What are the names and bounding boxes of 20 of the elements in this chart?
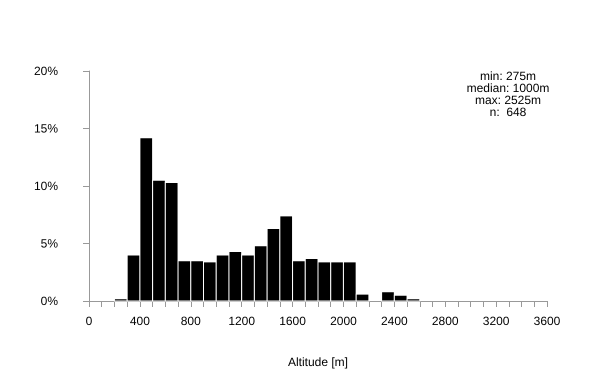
y-tick-label: 10% — [34, 179, 58, 193]
x-tick-label: 2800 — [432, 314, 459, 328]
x-tick-label: 3200 — [482, 314, 510, 328]
annotation: max: 2525m — [474, 93, 542, 107]
x-tick-label: 0 — [86, 314, 93, 328]
x-tick-label: 2000 — [330, 314, 358, 328]
x-tick-label: 3600 — [534, 314, 561, 328]
x-tick-label: 800 — [180, 314, 202, 328]
y-tick-label: 5% — [40, 236, 58, 250]
annotation: median: 1000m — [466, 81, 550, 95]
y-tick-label: 15% — [34, 122, 58, 136]
annotation: min: 275m — [480, 69, 536, 83]
x-tick-label: 1200 — [228, 314, 256, 328]
x-tick-label: 400 — [130, 314, 150, 328]
x-tick-label: 1600 — [279, 314, 306, 328]
annotation: n: 648 — [490, 105, 527, 119]
x-axis-title: Altitude [m] — [288, 355, 348, 369]
y-tick-label: 20% — [34, 64, 58, 78]
x-tick-label: 2400 — [380, 314, 408, 328]
y-tick-label: 0% — [40, 294, 58, 308]
